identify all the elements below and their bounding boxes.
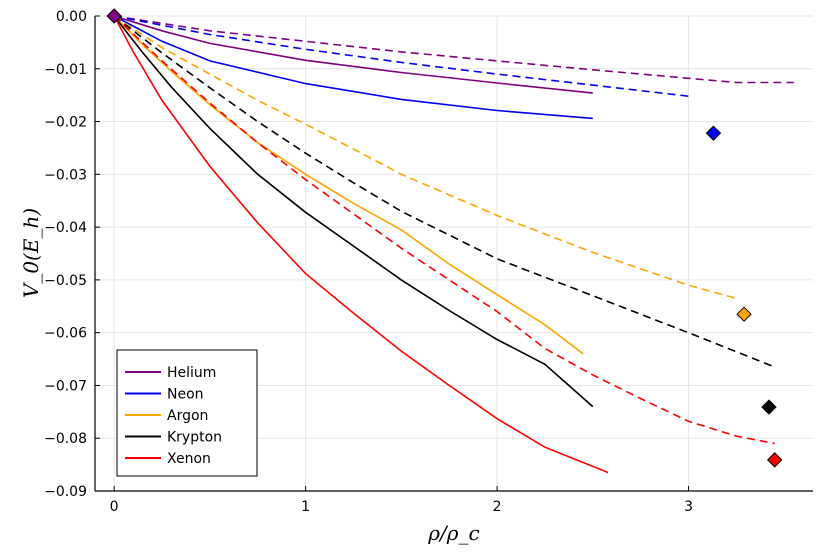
markers-group — [106, 8, 783, 468]
series-group — [113, 15, 794, 474]
series-xenon-dashed-line — [113, 15, 775, 445]
series-krypton-solid-line — [113, 15, 594, 408]
x-tick-label: 0 — [110, 499, 119, 515]
legend-label-krypton: Krypton — [167, 430, 222, 446]
y-ticks: 0.00 −0.01 −0.02 −0.03 −0.04 −0.05 −0.06 −0.07 −… — [44, 9, 100, 500]
marker-argon — [736, 306, 752, 322]
legend: Helium Neon Argon Krypton Xenon — [116, 349, 258, 477]
x-ticks: 0 1 2 3 — [110, 486, 693, 515]
y-axis-label: V_0(E_h) — [19, 208, 43, 298]
series-argon-solid-line — [113, 15, 584, 355]
x-axis-label: ρ/ρ_c — [427, 521, 479, 545]
y-tick-label: −0.08 — [44, 431, 87, 447]
y-tick-label: −0.09 — [44, 484, 87, 500]
marker-helium — [106, 8, 122, 24]
series-xenon-solid-line — [113, 15, 609, 474]
legend-label-xenon: Xenon — [167, 451, 211, 467]
y-tick-label: −0.03 — [44, 167, 87, 183]
legend-label-neon: Neon — [167, 387, 204, 403]
series-neon-dashed-line — [113, 15, 689, 97]
marker-xenon — [766, 452, 783, 468]
y-tick-label: −0.01 — [44, 62, 87, 78]
series-argon-dashed-line — [113, 15, 737, 300]
series-helium-solid-line — [113, 15, 593, 94]
y-tick-label: −0.05 — [44, 273, 87, 289]
y-tick-label: −0.04 — [44, 220, 87, 236]
series-krypton-dashed-line — [113, 15, 775, 368]
marker-krypton — [761, 399, 777, 415]
y-tick-label: −0.02 — [44, 115, 87, 131]
y-tick-label: −0.06 — [44, 326, 87, 342]
x-tick-label: 1 — [301, 499, 310, 515]
x-tick-label: 3 — [684, 499, 693, 515]
series-neon-solid-line — [113, 15, 593, 120]
x-tick-label: 2 — [493, 499, 502, 515]
y-tick-label: 0.00 — [56, 9, 87, 25]
y-tick-label: −0.07 — [44, 378, 87, 394]
marker-neon — [705, 125, 722, 141]
legend-label-argon: Argon — [167, 408, 208, 424]
legend-label-helium: Helium — [167, 365, 216, 381]
